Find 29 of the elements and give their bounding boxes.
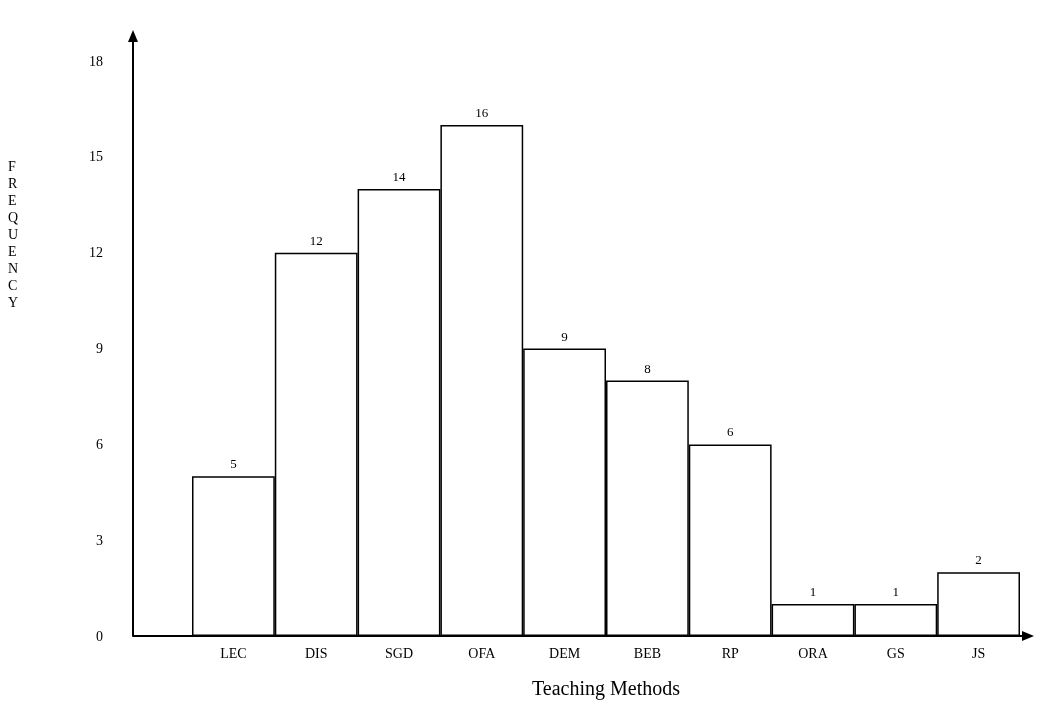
x-tick-label: JS bbox=[971, 645, 986, 661]
x-tick-label: LEC bbox=[220, 645, 247, 661]
data-label: 5 bbox=[230, 456, 237, 472]
y-tick-label: 0 bbox=[96, 628, 103, 644]
y-tick-label: 12 bbox=[89, 245, 103, 261]
data-label: 14 bbox=[392, 168, 406, 184]
y-tick-label: 15 bbox=[89, 149, 103, 165]
x-tick-label: ORA bbox=[798, 645, 829, 661]
data-label: 12 bbox=[309, 232, 323, 248]
text: FREQUENCY bbox=[8, 159, 19, 310]
x-tick-label: RP bbox=[721, 645, 739, 661]
data-label: 9 bbox=[561, 328, 568, 344]
data-label: 6 bbox=[726, 424, 734, 440]
y-tick-label: 3 bbox=[96, 532, 103, 548]
data-label: 1 bbox=[892, 584, 900, 600]
data-label: 2 bbox=[975, 552, 982, 568]
data-label: 8 bbox=[644, 360, 651, 376]
x-tick-label: GS bbox=[886, 645, 905, 661]
x-tick-label: OFA bbox=[468, 645, 497, 661]
x-tick-label: DEM bbox=[549, 645, 581, 661]
data-label: 1 bbox=[809, 584, 817, 600]
y-tick-label: 18 bbox=[89, 53, 103, 69]
y-tick-label: 9 bbox=[96, 341, 103, 357]
data-label: 16 bbox=[475, 105, 489, 121]
x-tick-label: DIS bbox=[304, 645, 328, 661]
x-tick-label: SGD bbox=[384, 645, 414, 661]
y-tick-label: 6 bbox=[96, 436, 103, 452]
x-axis-title: Teaching Methods bbox=[531, 677, 681, 700]
x-tick-label: BEB bbox=[633, 645, 662, 661]
